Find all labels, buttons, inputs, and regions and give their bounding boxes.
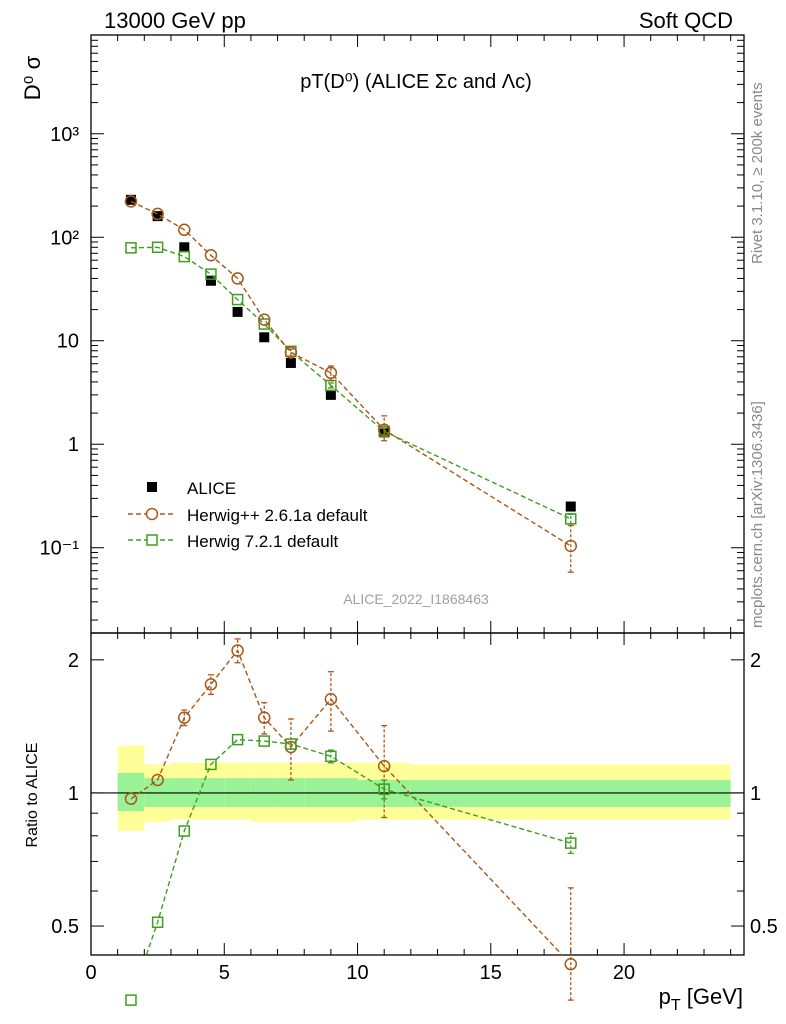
- data-point: [257, 313, 271, 326]
- series-line: [130, 200, 572, 547]
- analysis-id-label: ALICE_2022_I1868463: [343, 591, 489, 607]
- x-tick-label: 0: [85, 962, 96, 984]
- data-point: [231, 644, 244, 657]
- data-point: [258, 318, 270, 330]
- rivet-version-label: Rivet 3.1.10, ≥ 200k events: [749, 82, 766, 264]
- header-left-label: 13000 GeV pp: [104, 8, 246, 33]
- legend-marker: [146, 534, 158, 546]
- plot-title: pT(D⁰) (ALICE Σc and Λc): [300, 71, 532, 93]
- legend-label: ALICE: [187, 479, 236, 498]
- y-tick-label: 10²: [50, 227, 79, 249]
- y-tick-label: 10: [57, 331, 79, 353]
- data-point: [178, 223, 191, 237]
- data-point: [378, 783, 390, 795]
- main-plot-panel: 10⁻¹ 1 10 10² 10³ D⁰ σ pT(D⁰) (ALICE Σc and Λc…: [20, 34, 745, 955]
- data-point: [565, 837, 577, 849]
- data-point: [231, 733, 244, 746]
- series-line: [145, 738, 571, 955]
- data-point: [151, 773, 164, 787]
- data-point: [564, 957, 578, 971]
- y-tick-label-right: 1: [750, 783, 761, 805]
- y-tick-label: 2: [68, 650, 79, 672]
- y-tick-label-right: 2: [750, 650, 761, 672]
- x-tick-label: 5: [219, 962, 230, 984]
- data-point: [151, 916, 164, 928]
- legend-marker: [145, 507, 159, 521]
- data-point: [285, 738, 297, 750]
- data-point: [204, 249, 218, 262]
- legend-marker: [147, 482, 157, 492]
- data-point: [324, 366, 338, 380]
- data-point: [124, 195, 138, 208]
- data-point: [377, 423, 391, 437]
- y-tick-label: 1: [68, 783, 79, 805]
- data-point: [179, 242, 190, 253]
- x-tick-label: 10: [346, 962, 368, 984]
- y-tick-label: 1: [68, 434, 79, 456]
- data-point: [205, 268, 217, 280]
- data-point: [178, 250, 191, 263]
- header-right-label: Soft QCD: [639, 8, 733, 33]
- ratio-plot-frame: [90, 632, 745, 956]
- x-tick-label: 20: [613, 962, 635, 984]
- data-point: [125, 242, 137, 254]
- data-point: [178, 825, 191, 837]
- y-tick-label: 10³: [50, 124, 79, 146]
- data-point: [565, 501, 576, 512]
- y-tick-label: 10⁻¹: [40, 538, 80, 560]
- data-point: [259, 332, 270, 343]
- data-point: [258, 735, 270, 747]
- data-point: [564, 539, 578, 553]
- data-point: [285, 357, 296, 368]
- data-point: [178, 711, 191, 724]
- x-axis-label: pT [GeV]: [659, 984, 743, 1014]
- data-point: [231, 272, 244, 285]
- data-point: [125, 194, 136, 205]
- data-point: [257, 711, 271, 724]
- y-axis-label: D⁰ σ: [20, 55, 45, 100]
- data-point: [151, 207, 164, 221]
- mcplots-label: mcplots.cern.ch [arXiv:1306.3436]: [749, 401, 766, 628]
- data-point: [205, 275, 216, 286]
- data-point: [232, 306, 243, 317]
- data-point: [204, 678, 218, 691]
- data-point: [231, 293, 244, 306]
- data-point: [124, 792, 138, 806]
- y-tick-label: 0.5: [51, 916, 79, 938]
- data-point: [325, 389, 336, 400]
- ratio-plot-panel: 0 5 10 15 20 pT [GeV] 0.5 0.5 1 1 2 2 Ratio to ALICE: [24, 632, 778, 1014]
- series-line: [130, 649, 564, 955]
- series-line: [130, 246, 572, 520]
- data-point: [125, 994, 137, 1006]
- legend-label: Herwig++ 2.6.1a default: [187, 506, 368, 525]
- data-point: [284, 346, 298, 359]
- legend-label: Herwig 7.2.1 default: [187, 532, 338, 551]
- data-point: [151, 241, 164, 254]
- data-point: [205, 758, 217, 771]
- data-point: [324, 692, 338, 706]
- data-point: [565, 513, 577, 525]
- x-tick-label: 15: [480, 962, 502, 984]
- ratio-y-axis-label: Ratio to ALICE: [24, 743, 41, 848]
- data-point: [325, 750, 337, 763]
- data-point: [152, 211, 163, 222]
- data-point: [377, 759, 391, 773]
- y-tick-label-right: 0.5: [750, 916, 778, 938]
